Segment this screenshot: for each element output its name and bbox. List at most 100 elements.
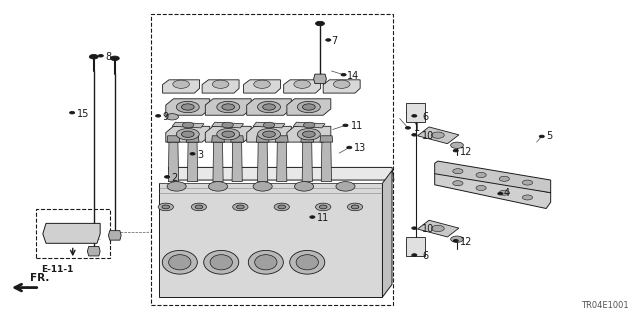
Polygon shape xyxy=(435,171,550,209)
Polygon shape xyxy=(257,141,268,182)
Circle shape xyxy=(253,182,272,191)
Text: 6: 6 xyxy=(422,112,428,122)
Circle shape xyxy=(162,205,170,209)
Bar xyxy=(406,103,425,122)
Circle shape xyxy=(522,180,532,185)
Circle shape xyxy=(253,80,270,88)
Circle shape xyxy=(237,205,244,209)
Polygon shape xyxy=(417,220,459,237)
Circle shape xyxy=(303,131,316,137)
Ellipse shape xyxy=(169,255,191,270)
Circle shape xyxy=(453,240,458,242)
Circle shape xyxy=(310,216,315,218)
Circle shape xyxy=(351,205,359,209)
Circle shape xyxy=(412,254,417,256)
Polygon shape xyxy=(293,122,325,128)
Circle shape xyxy=(522,195,532,200)
Circle shape xyxy=(303,122,315,128)
Circle shape xyxy=(181,104,194,110)
Ellipse shape xyxy=(163,250,197,274)
Polygon shape xyxy=(231,136,244,142)
Polygon shape xyxy=(301,136,314,142)
Circle shape xyxy=(158,203,173,211)
Ellipse shape xyxy=(290,250,324,274)
Circle shape xyxy=(341,73,346,76)
Polygon shape xyxy=(417,127,459,144)
Text: 12: 12 xyxy=(460,147,472,157)
Circle shape xyxy=(540,135,544,138)
Circle shape xyxy=(99,55,103,57)
Bar xyxy=(36,209,109,257)
Polygon shape xyxy=(167,136,180,142)
Text: 10: 10 xyxy=(422,131,434,141)
Circle shape xyxy=(110,56,119,61)
Circle shape xyxy=(166,114,179,120)
Polygon shape xyxy=(244,80,280,93)
Circle shape xyxy=(209,182,228,191)
Polygon shape xyxy=(284,80,321,93)
Circle shape xyxy=(212,80,229,88)
Circle shape xyxy=(412,115,417,117)
Polygon shape xyxy=(232,141,243,182)
Circle shape xyxy=(263,122,275,128)
Circle shape xyxy=(222,131,235,137)
Circle shape xyxy=(222,122,234,128)
Circle shape xyxy=(294,182,314,191)
Circle shape xyxy=(181,131,194,137)
Circle shape xyxy=(195,205,203,209)
Text: 7: 7 xyxy=(332,36,338,46)
Circle shape xyxy=(499,176,509,181)
Text: E-11-1: E-11-1 xyxy=(42,265,74,274)
Polygon shape xyxy=(212,122,244,128)
Polygon shape xyxy=(43,223,100,243)
Ellipse shape xyxy=(210,255,232,270)
Text: 9: 9 xyxy=(163,112,169,122)
Polygon shape xyxy=(246,99,291,115)
Circle shape xyxy=(453,149,458,152)
Circle shape xyxy=(156,115,161,117)
Polygon shape xyxy=(166,126,210,142)
Polygon shape xyxy=(202,80,239,93)
Text: 13: 13 xyxy=(354,144,366,153)
Polygon shape xyxy=(276,141,287,182)
Polygon shape xyxy=(108,231,121,240)
Circle shape xyxy=(262,104,275,110)
Circle shape xyxy=(217,101,240,113)
Polygon shape xyxy=(172,122,204,128)
Circle shape xyxy=(90,55,99,59)
Text: 2: 2 xyxy=(172,174,178,183)
Polygon shape xyxy=(256,136,269,142)
Polygon shape xyxy=(166,99,210,115)
Circle shape xyxy=(298,101,320,113)
Circle shape xyxy=(326,39,331,41)
Circle shape xyxy=(182,122,194,128)
Circle shape xyxy=(176,129,199,140)
Circle shape xyxy=(319,205,327,209)
Text: 12: 12 xyxy=(460,237,472,247)
Polygon shape xyxy=(321,141,332,182)
Polygon shape xyxy=(163,80,200,93)
Circle shape xyxy=(217,129,240,140)
Circle shape xyxy=(257,101,280,113)
Polygon shape xyxy=(246,126,291,142)
Circle shape xyxy=(347,146,352,149)
Polygon shape xyxy=(253,122,285,128)
Text: 8: 8 xyxy=(105,52,111,62)
Circle shape xyxy=(451,236,463,242)
Polygon shape xyxy=(88,247,100,256)
Circle shape xyxy=(476,185,486,190)
Polygon shape xyxy=(383,171,392,297)
Circle shape xyxy=(452,169,463,174)
Polygon shape xyxy=(287,99,331,115)
Polygon shape xyxy=(205,99,251,115)
Circle shape xyxy=(431,132,444,138)
Circle shape xyxy=(405,127,410,129)
Text: TR04E1001: TR04E1001 xyxy=(581,301,629,310)
Circle shape xyxy=(298,129,320,140)
Polygon shape xyxy=(323,80,360,93)
Ellipse shape xyxy=(248,250,284,274)
Text: 11: 11 xyxy=(317,213,330,223)
Ellipse shape xyxy=(296,255,319,270)
Polygon shape xyxy=(159,183,383,297)
Polygon shape xyxy=(168,167,394,180)
